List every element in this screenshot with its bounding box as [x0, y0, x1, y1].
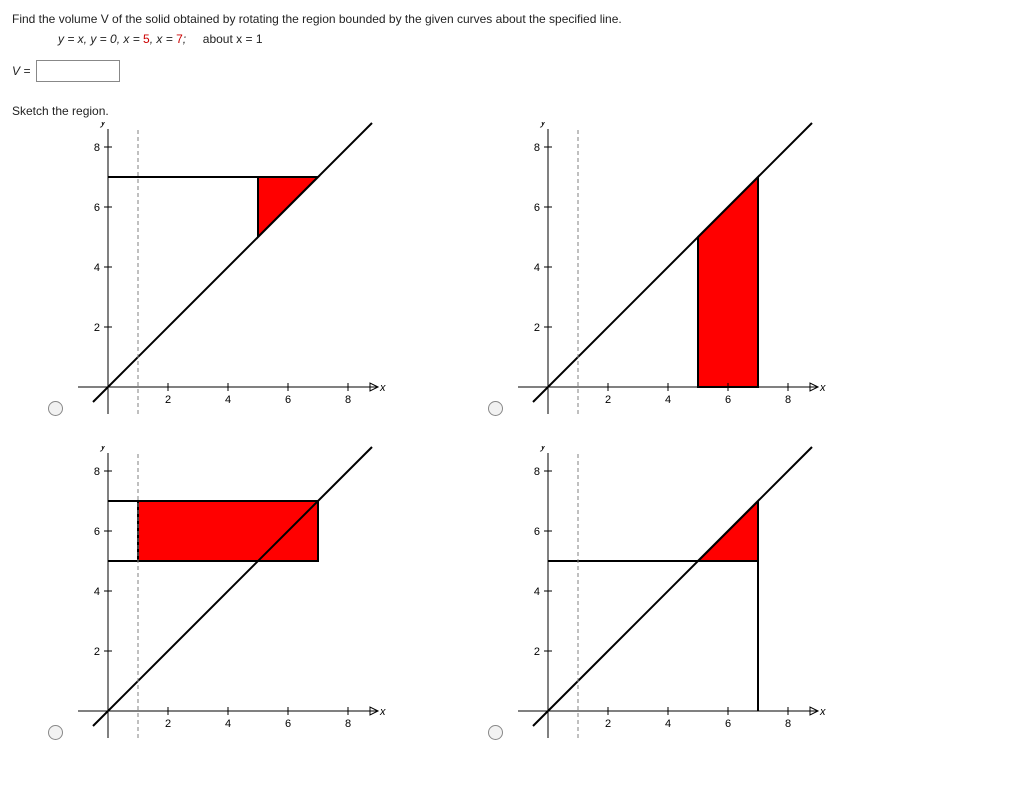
svg-text:6: 6: [285, 718, 291, 730]
svg-text:2: 2: [534, 646, 540, 658]
plot-C-radio[interactable]: [48, 725, 63, 740]
v-label: V =: [12, 64, 30, 78]
plot-D: 2 4 6 8 2 4 6 8 x y: [498, 446, 938, 746]
svg-text:6: 6: [534, 202, 540, 214]
plot-A: 2 4 6 8 2 4 6 8 x y: [58, 122, 498, 422]
svg-text:4: 4: [665, 394, 671, 406]
svg-text:8: 8: [94, 142, 100, 154]
svg-text:2: 2: [165, 718, 171, 730]
answer-row: V =: [12, 60, 1012, 82]
svg-text:8: 8: [785, 718, 791, 730]
svg-text:8: 8: [534, 466, 540, 478]
plot-D-radio[interactable]: [488, 725, 503, 740]
svg-text:6: 6: [94, 526, 100, 538]
svg-text:2: 2: [94, 646, 100, 658]
equation-text: y = x, y = 0, x = 5, x = 7; about x = 1: [58, 32, 1012, 46]
svg-text:8: 8: [785, 394, 791, 406]
svg-text:y: y: [100, 446, 108, 452]
svg-text:4: 4: [665, 718, 671, 730]
plot-D-svg: 2 4 6 8 2 4 6 8 x y: [498, 446, 838, 746]
plot-B-svg: 2 4 6 8 2 4 6 8 x y: [498, 122, 838, 422]
plot-B-radio[interactable]: [488, 401, 503, 416]
svg-text:4: 4: [94, 586, 100, 598]
svg-text:8: 8: [345, 394, 351, 406]
svg-text:8: 8: [534, 142, 540, 154]
svg-text:6: 6: [534, 526, 540, 538]
svg-text:4: 4: [534, 586, 540, 598]
plot-B: 2 4 6 8 2 4 6 8 x y: [498, 122, 938, 422]
svg-text:4: 4: [94, 262, 100, 274]
prompt-text: Find the volume V of the solid obtained …: [12, 12, 622, 26]
plot-A-radio[interactable]: [48, 401, 63, 416]
question-text: Find the volume V of the solid obtained …: [12, 12, 1012, 26]
svg-text:6: 6: [725, 394, 731, 406]
svg-text:x: x: [819, 706, 826, 718]
plots-grid: 2 4 6 8 2 4 6 8 x y 2 4 6 8 2 4 6 8 x y 2 4 6 8 2 4 6 8 x y 2 4 6 8 2 4 6…: [58, 122, 1012, 746]
svg-text:6: 6: [94, 202, 100, 214]
svg-text:2: 2: [165, 394, 171, 406]
svg-text:2: 2: [605, 394, 611, 406]
svg-text:4: 4: [225, 394, 231, 406]
svg-text:y: y: [100, 122, 108, 128]
plot-A-svg: 2 4 6 8 2 4 6 8 x y: [58, 122, 398, 422]
svg-text:4: 4: [225, 718, 231, 730]
plot-C-svg: 2 4 6 8 2 4 6 8 x y: [58, 446, 398, 746]
svg-text:6: 6: [285, 394, 291, 406]
sketch-label: Sketch the region.: [12, 104, 1012, 118]
svg-text:8: 8: [94, 466, 100, 478]
plot-C: 2 4 6 8 2 4 6 8 x y: [58, 446, 498, 746]
svg-text:2: 2: [94, 322, 100, 334]
svg-text:2: 2: [534, 322, 540, 334]
svg-text:8: 8: [345, 718, 351, 730]
svg-text:x: x: [819, 382, 826, 394]
svg-text:y: y: [540, 122, 548, 128]
svg-text:x: x: [379, 706, 386, 718]
svg-text:4: 4: [534, 262, 540, 274]
svg-text:y: y: [540, 446, 548, 452]
svg-text:2: 2: [605, 718, 611, 730]
volume-input[interactable]: [36, 60, 120, 82]
svg-text:6: 6: [725, 718, 731, 730]
svg-text:x: x: [379, 382, 386, 394]
